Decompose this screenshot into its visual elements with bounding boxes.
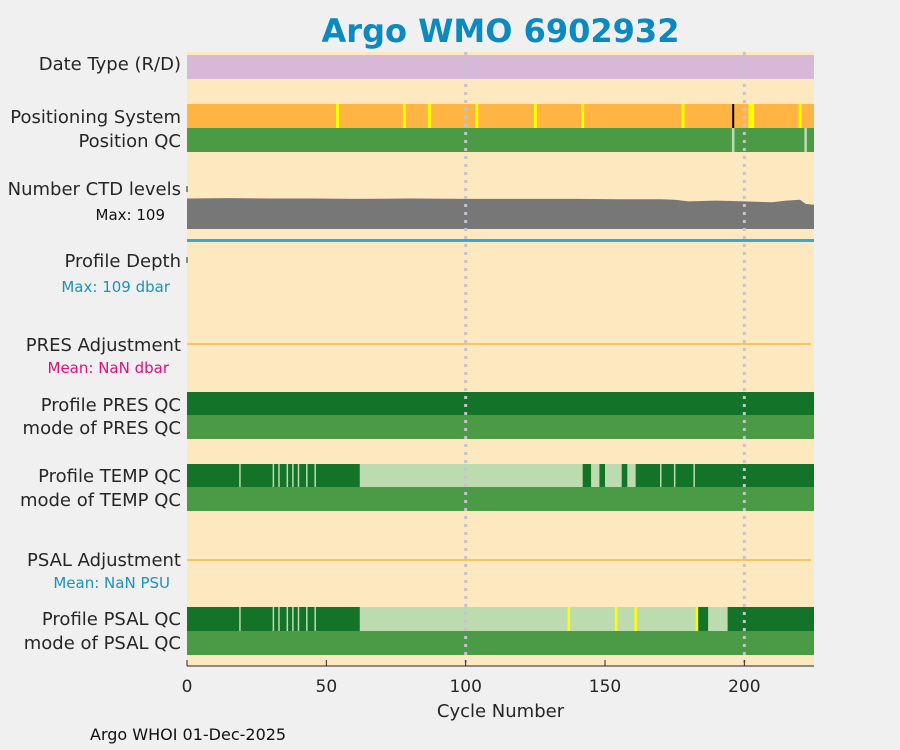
- psal-qc-mark-0: [239, 607, 241, 631]
- psal-qc-light-1: [708, 607, 728, 631]
- mode-pres-qc-bar: [187, 415, 814, 439]
- temp-qc-mark-11: [673, 464, 676, 487]
- temp-qc-mark-10: [659, 464, 662, 487]
- positioning-mark-8: [751, 104, 755, 128]
- position-qc-mark-1: [804, 128, 807, 152]
- psal-qc-mark-4: [292, 607, 294, 631]
- psal-qc-yellow-0: [567, 607, 571, 631]
- x-tick-label-3: 150: [589, 677, 621, 697]
- position-qc-mark-0: [731, 128, 735, 152]
- positioning-bar: [187, 104, 814, 128]
- x-axis-label: Cycle Number: [437, 701, 565, 722]
- psal-qc-light-0: [359, 607, 697, 631]
- psal-qc-mark-6: [306, 607, 308, 631]
- temp-qc-mark-7: [314, 464, 316, 487]
- positioning-black-mark: [732, 104, 735, 128]
- x-tick-label-4: 200: [728, 677, 760, 697]
- label-ctd-levels: Number CTD levels: [8, 179, 181, 200]
- label-profile-temp-qc: Profile TEMP QC: [38, 466, 181, 487]
- mode-temp-qc-bar: [187, 487, 814, 511]
- label-profile-depth: Profile Depth: [64, 251, 181, 272]
- temp-qc-light-2: [605, 464, 622, 487]
- label-pres-adjustment: PRES Adjustment: [26, 335, 181, 356]
- positioning-mark-4: [533, 104, 537, 128]
- mode-psal-qc-bar: [187, 631, 814, 655]
- temp-qc-mark-1: [272, 464, 275, 487]
- label-mode-temp-qc: mode of TEMP QC: [20, 490, 181, 511]
- temp-qc-mark-6: [306, 464, 308, 487]
- positioning-mark-0: [335, 104, 339, 128]
- position-qc-bar: [187, 128, 814, 152]
- label-ctd-max: Max: 109: [96, 206, 165, 224]
- psal-qc-mark-2: [278, 607, 280, 631]
- temp-qc-mark-8: [364, 464, 367, 487]
- temp-qc-mark-0: [239, 464, 241, 487]
- label-positioning-system: Positioning System: [10, 107, 181, 128]
- label-depth-max: Max: 109 dbar: [61, 278, 170, 296]
- x-tick-label-2: 100: [449, 677, 481, 697]
- positioning-mark-9: [798, 104, 802, 128]
- positioning-mark-2: [427, 104, 431, 128]
- temp-qc-mark-3: [286, 464, 289, 487]
- temp-qc-mark-2: [278, 464, 280, 487]
- psal-qc-yellow-3: [695, 607, 699, 631]
- profile-depth-line: [187, 239, 814, 242]
- psal-qc-mark-3: [286, 607, 289, 631]
- psal-qc-yellow-2: [634, 607, 637, 631]
- footer-credit: Argo WHOI 01-Dec-2025: [90, 725, 287, 744]
- x-tick-label-0: 0: [182, 677, 193, 697]
- temp-qc-light-3: [627, 464, 636, 487]
- label-psal-adjustment: PSAL Adjustment: [27, 550, 181, 571]
- psal-qc-mark-1: [272, 607, 275, 631]
- temp-qc-mark-9: [370, 464, 372, 487]
- label-pres-mean: Mean: NaN dbar: [48, 359, 170, 377]
- positioning-mark-5: [581, 104, 585, 128]
- label-position-qc: Position QC: [78, 131, 181, 152]
- label-profile-psal-qc: Profile PSAL QC: [42, 609, 181, 630]
- temp-qc-mark-12: [693, 464, 695, 487]
- ctd-levels-area: [187, 198, 814, 229]
- temp-qc-light-0: [359, 464, 583, 487]
- psal-qc-mark-5: [297, 607, 300, 631]
- psal-qc-mark-7: [314, 607, 316, 631]
- profile-pres-qc-bar: [187, 392, 814, 415]
- label-profile-pres-qc: Profile PRES QC: [41, 395, 181, 416]
- positioning-mark-1: [402, 104, 406, 128]
- psal-qc-yellow-1: [614, 607, 618, 631]
- positioning-mark-3: [475, 104, 479, 128]
- date-type-bar: [187, 55, 814, 79]
- positioning-mark-6: [681, 104, 685, 128]
- label-mode-pres-qc: mode of PRES QC: [23, 418, 181, 439]
- plot-area: [187, 52, 814, 666]
- temp-qc-light-1: [591, 464, 600, 487]
- temp-qc-mark-4: [292, 464, 294, 487]
- label-psal-mean: Mean: NaN PSU: [53, 574, 170, 592]
- positioning-mark-7: [748, 104, 752, 128]
- chart-title: Argo WMO 6902932: [321, 12, 680, 50]
- temp-qc-mark-5: [297, 464, 300, 487]
- label-mode-psal-qc: mode of PSAL QC: [24, 633, 181, 654]
- label-date-type: Date Type (R/D): [39, 54, 181, 75]
- x-tick-label-1: 50: [316, 677, 338, 697]
